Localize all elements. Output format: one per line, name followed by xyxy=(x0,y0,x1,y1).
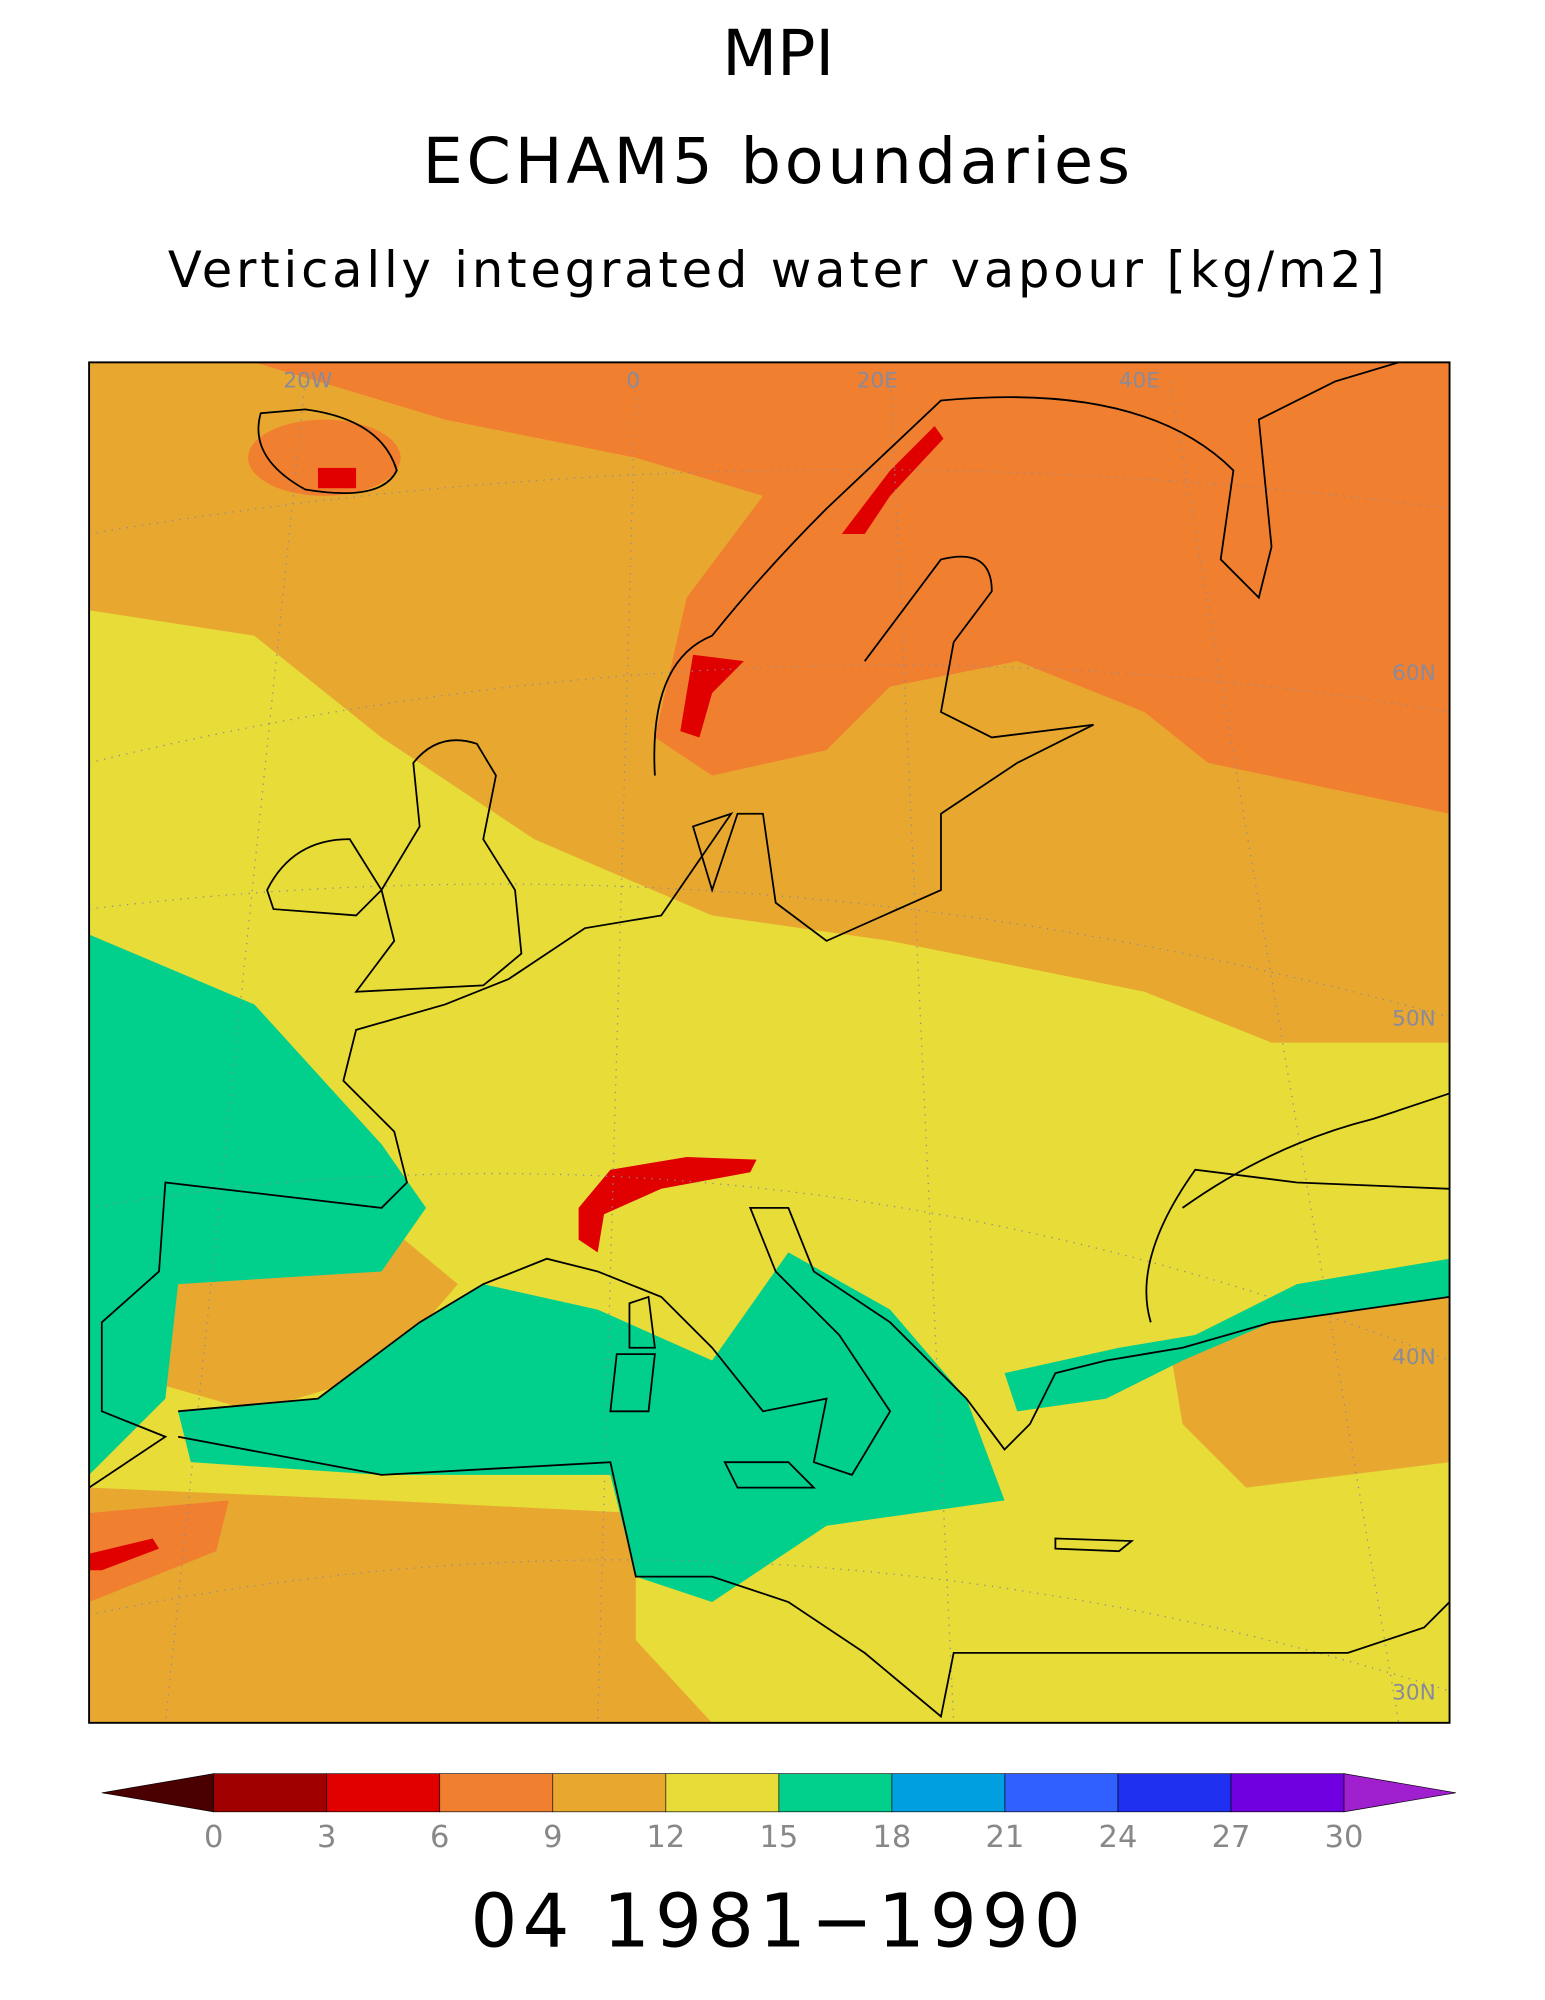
grid-label: 40N xyxy=(1392,1345,1436,1370)
field-6-9 xyxy=(254,362,1450,814)
field-6-9 xyxy=(89,1500,229,1603)
colorbar-tick-label: 15 xyxy=(759,1820,798,1855)
field-15-18 xyxy=(89,934,427,1475)
grid-label: 20W xyxy=(283,368,332,393)
footer: 04 1981−1990 xyxy=(471,1879,1086,1964)
field-9-12 xyxy=(89,1487,713,1723)
title: ECHAM5 boundaries xyxy=(423,124,1134,198)
colorbar-tick-label: 12 xyxy=(646,1820,685,1855)
graticule xyxy=(89,375,1450,1723)
colorbar: 0 3 6 9 12 15 18 21 24 27 30 xyxy=(101,1773,1456,1855)
colorbar-segment xyxy=(891,1773,1006,1813)
colorbar-segment xyxy=(213,1773,328,1813)
grid-label: 20E xyxy=(857,368,898,393)
grid-label: 50N xyxy=(1392,1007,1436,1032)
colorbar-segment xyxy=(439,1773,554,1813)
colorbar-tick-label: 6 xyxy=(430,1820,449,1855)
colorbar-segment xyxy=(552,1773,667,1813)
colorbar-under xyxy=(101,1773,215,1813)
colorbar-segment xyxy=(1117,1773,1232,1813)
field-3-6 xyxy=(841,425,944,535)
colorbar-tick-label: 0 xyxy=(204,1820,223,1855)
map-frame xyxy=(88,361,1451,1724)
colorbar-tick-label: 30 xyxy=(1325,1820,1364,1855)
colorbar-tick-label: 18 xyxy=(872,1820,911,1855)
colorbar-tick-label: 21 xyxy=(986,1820,1025,1855)
field-15-18 xyxy=(178,1252,1005,1603)
colorbar-tick-label: 24 xyxy=(1099,1820,1138,1855)
field-3-6 xyxy=(680,654,744,738)
colorbar-tick-label: 9 xyxy=(543,1820,562,1855)
map: 20W 0 20E 40E 60N 50N 40N 30N xyxy=(89,362,1450,1723)
field-3-6 xyxy=(578,1157,757,1253)
colorbar-tick-label: 27 xyxy=(1212,1820,1251,1855)
grid-label: 30N xyxy=(1392,1681,1436,1706)
grid-label: 40E xyxy=(1119,368,1160,393)
island xyxy=(609,1295,1135,1553)
grid-label: 0 xyxy=(626,368,640,393)
field-3-6 xyxy=(89,1538,160,1571)
colorbar-segment xyxy=(665,1773,780,1813)
colorbar-segment xyxy=(1004,1773,1119,1813)
colorbar-over xyxy=(1343,1773,1456,1813)
grid-label: 60N xyxy=(1392,661,1436,686)
title: MPI xyxy=(722,16,834,90)
subtitle: Vertically integrated water vapour [kg/m… xyxy=(168,241,1389,299)
colorbar-segment xyxy=(778,1773,893,1813)
field-3-6 xyxy=(317,467,357,489)
colorbar-tick-label: 3 xyxy=(317,1820,336,1855)
colorbar-segment xyxy=(326,1773,441,1813)
colorbar-segment xyxy=(1230,1773,1345,1813)
coastline xyxy=(89,362,1450,1719)
